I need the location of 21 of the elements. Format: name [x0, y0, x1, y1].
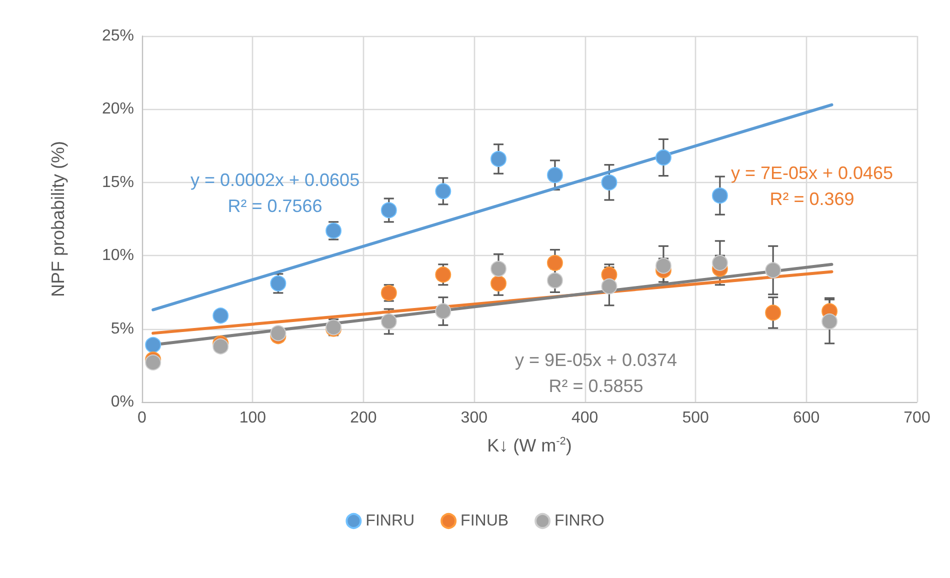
y-tick-label: 5% [110, 320, 134, 338]
x-tick-label: 0 [138, 410, 147, 426]
annotation: y = 7E-05x + 0.0465 R² = 0.369 [730, 163, 894, 209]
legend-label: FINUB [460, 512, 509, 530]
x-tick-label: 300 [460, 410, 488, 426]
y-tick-label: 20% [102, 100, 134, 118]
x-tick-label: 400 [572, 410, 598, 426]
y-tick-label: 10% [102, 247, 134, 264]
x-tick-label: 700 [904, 410, 930, 426]
legend-label: FINRO [554, 512, 604, 530]
x-tick-label: 600 [792, 410, 820, 426]
x-tick-label: 100 [239, 410, 266, 426]
legend-label: FINRU [366, 512, 415, 530]
y-tick-label: 25% [102, 28, 134, 44]
y-tick-label: 15% [102, 174, 134, 191]
y-axis-title: NPF probability (%) [48, 140, 68, 298]
x-tick-label: 500 [682, 410, 710, 426]
x-tick-label: 200 [350, 410, 377, 426]
y-tick-label: 0% [110, 394, 134, 410]
annotation: y = 9E-05x + 0.0374 R² = 0.5855 [514, 350, 678, 396]
annotation: y = 0.0002x + 0.0605 R² = 0.7566 [190, 170, 360, 216]
